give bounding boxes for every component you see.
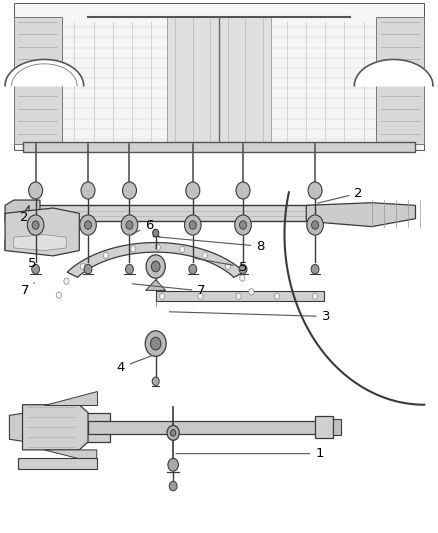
Text: 2: 2 xyxy=(318,187,363,203)
Text: 4: 4 xyxy=(117,355,153,374)
Circle shape xyxy=(312,293,318,300)
Text: 7: 7 xyxy=(21,282,35,297)
FancyBboxPatch shape xyxy=(88,421,328,434)
Circle shape xyxy=(198,293,203,300)
Polygon shape xyxy=(155,292,324,301)
Circle shape xyxy=(131,246,136,252)
Circle shape xyxy=(184,215,201,235)
Circle shape xyxy=(239,264,247,274)
Circle shape xyxy=(240,275,245,281)
Circle shape xyxy=(236,293,241,300)
Circle shape xyxy=(202,252,208,259)
Circle shape xyxy=(311,221,318,229)
Text: 5: 5 xyxy=(195,259,247,273)
Circle shape xyxy=(240,221,247,229)
Circle shape xyxy=(235,215,251,235)
Polygon shape xyxy=(27,413,110,442)
Circle shape xyxy=(169,481,177,491)
Circle shape xyxy=(155,244,160,251)
Polygon shape xyxy=(146,280,166,290)
Text: 6: 6 xyxy=(132,219,153,235)
Polygon shape xyxy=(306,203,416,227)
Text: 7: 7 xyxy=(132,284,206,297)
Text: 2: 2 xyxy=(21,211,34,229)
Text: 5: 5 xyxy=(28,254,36,270)
Circle shape xyxy=(308,182,322,199)
Circle shape xyxy=(159,293,165,300)
Circle shape xyxy=(168,458,178,471)
Circle shape xyxy=(152,229,159,237)
Circle shape xyxy=(170,430,176,436)
Circle shape xyxy=(28,182,42,199)
Circle shape xyxy=(189,264,197,274)
Circle shape xyxy=(151,261,160,272)
Polygon shape xyxy=(166,17,272,144)
FancyBboxPatch shape xyxy=(332,419,341,435)
Polygon shape xyxy=(5,200,40,227)
Polygon shape xyxy=(376,17,424,144)
Circle shape xyxy=(249,288,254,295)
Polygon shape xyxy=(44,391,97,405)
Circle shape xyxy=(236,182,250,199)
Circle shape xyxy=(145,331,166,357)
Circle shape xyxy=(81,182,95,199)
Polygon shape xyxy=(14,17,62,144)
Circle shape xyxy=(85,221,92,229)
Polygon shape xyxy=(18,458,97,469)
Polygon shape xyxy=(14,3,424,150)
Circle shape xyxy=(189,221,196,229)
Text: 3: 3 xyxy=(170,310,330,323)
Circle shape xyxy=(146,255,165,278)
Circle shape xyxy=(180,246,185,253)
Polygon shape xyxy=(5,205,29,251)
Polygon shape xyxy=(10,413,27,442)
Circle shape xyxy=(225,263,230,269)
Circle shape xyxy=(126,221,133,229)
Circle shape xyxy=(32,221,39,229)
Polygon shape xyxy=(44,450,97,463)
Circle shape xyxy=(80,215,96,235)
Circle shape xyxy=(84,264,92,274)
Circle shape xyxy=(150,337,161,350)
Polygon shape xyxy=(5,208,79,256)
Circle shape xyxy=(152,377,159,385)
Circle shape xyxy=(56,292,61,298)
Circle shape xyxy=(103,252,109,259)
Circle shape xyxy=(80,263,85,270)
Polygon shape xyxy=(14,235,66,251)
Circle shape xyxy=(123,182,137,199)
Polygon shape xyxy=(5,60,84,86)
FancyBboxPatch shape xyxy=(29,205,337,221)
FancyBboxPatch shape xyxy=(22,142,416,152)
Polygon shape xyxy=(22,405,88,450)
Circle shape xyxy=(126,264,134,274)
Text: 8: 8 xyxy=(159,237,265,253)
Circle shape xyxy=(64,278,69,284)
Polygon shape xyxy=(67,243,244,277)
Polygon shape xyxy=(354,60,433,86)
Circle shape xyxy=(274,293,279,300)
Polygon shape xyxy=(315,416,332,438)
Circle shape xyxy=(167,425,179,440)
Circle shape xyxy=(32,264,39,274)
Circle shape xyxy=(186,182,200,199)
Circle shape xyxy=(307,215,323,235)
Text: 1: 1 xyxy=(176,447,324,460)
Circle shape xyxy=(121,215,138,235)
Circle shape xyxy=(27,215,44,235)
Circle shape xyxy=(311,264,319,274)
